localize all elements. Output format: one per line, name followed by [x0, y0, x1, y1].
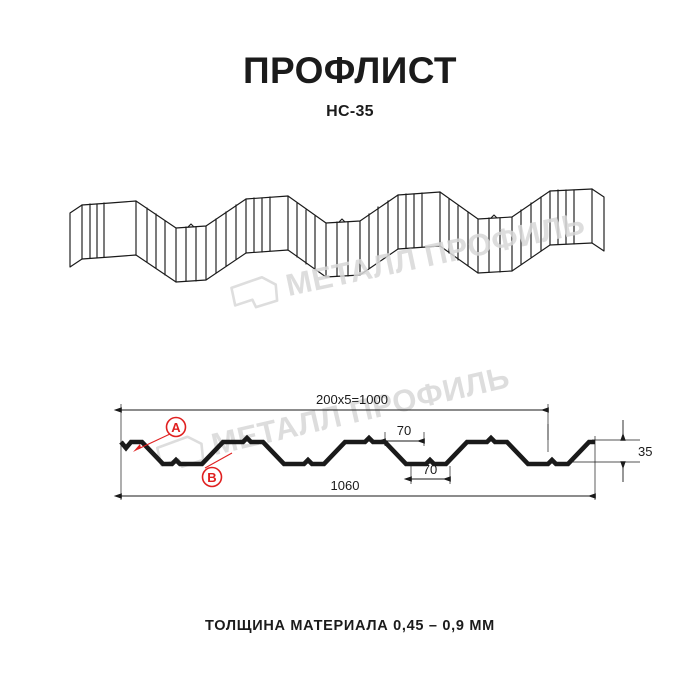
dimension-overall-width-label: 1060: [331, 478, 360, 493]
dimension-rib-bottom-width: 70: [403, 462, 451, 482]
header: ПРОФЛИСТ НС-35: [0, 50, 700, 121]
watermark-lower-text: МЕТАЛЛ ПРОФИЛЬ: [208, 359, 513, 462]
dimension-pitch-total-label: 200x5=1000: [316, 392, 388, 407]
watermark-upper-text: МЕТАЛЛ ПРОФИЛЬ: [283, 205, 588, 303]
dimension-profile-height: 35: [620, 420, 652, 482]
dimension-overall-width: 1060: [113, 478, 596, 499]
callout-a-label: A: [171, 420, 181, 435]
metall-profil-logo-icon-2: [155, 435, 205, 469]
footer: ТОЛЩИНА МАТЕРИАЛА 0,45 – 0,9 ММ: [0, 618, 700, 634]
witness-lines: [120, 404, 640, 500]
dimension-rib-top-width: 70: [377, 423, 425, 444]
profile-section-outline: [119, 434, 595, 467]
callout-b: B: [201, 452, 233, 488]
callout-b-label: B: [207, 470, 216, 485]
dimension-rib-top-width-label: 70: [397, 423, 411, 438]
metall-profil-logo-icon: [230, 275, 279, 309]
dimension-pitch-total: 200x5=1000: [113, 392, 549, 413]
3d-profile-sheet: [69, 188, 605, 283]
callout-a: A: [133, 416, 187, 452]
watermark-upper: МЕТАЛЛ ПРОФИЛЬ: [230, 205, 588, 309]
dimension-rib-bottom-width-label: 70: [423, 462, 437, 477]
dimension-profile-height-label: 35: [638, 444, 652, 459]
watermark-lower: МЕТАЛЛ ПРОФИЛЬ: [155, 359, 513, 469]
page-title: ПРОФЛИСТ: [243, 50, 457, 91]
product-code: НС-35: [326, 102, 374, 120]
thickness-note: ТОЛЩИНА МАТЕРИАЛА 0,45 – 0,9 ММ: [205, 618, 495, 634]
